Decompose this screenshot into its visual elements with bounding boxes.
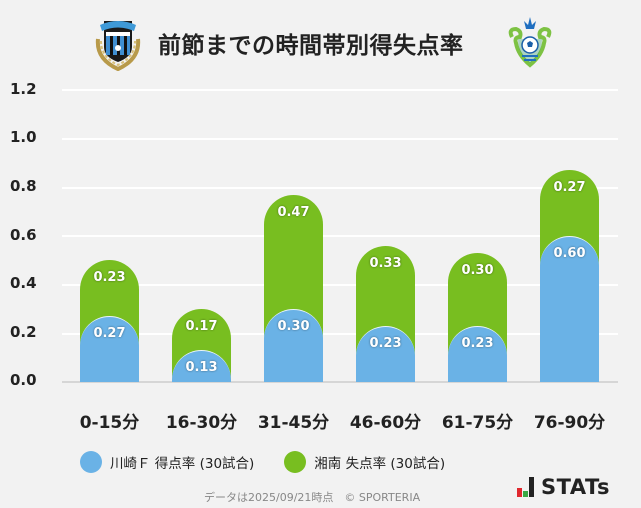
bar-value-label: 0.23 [461, 336, 494, 352]
bar-value-label: 0.23 [93, 270, 126, 286]
bar-segment-kawasaki [448, 326, 507, 382]
legend-marker-blue [80, 451, 102, 473]
bar-segment-kawasaki [540, 236, 599, 382]
chart-header: 前節までの時間帯別得失点率 [0, 0, 641, 78]
legend-label: 川崎Ｆ 得点率 (30試合) [110, 456, 255, 472]
y-tick-label: 0.6 [10, 226, 37, 244]
chart-plot-area: 1.2 1.0 0.8 0.6 0.4 0.2 0.0 0.23 0.27 0.17… [10, 80, 618, 389]
y-tick-label: 1.2 [10, 80, 37, 98]
x-tick-label: 46-60分 [349, 413, 422, 433]
data-source-note: データは2025/09/21時点 © SPORTERIA [204, 491, 421, 504]
gridline [62, 187, 618, 189]
legend-item-kawasaki[interactable]: 川崎Ｆ 得点率 (30試合) [80, 451, 254, 473]
x-tick-label: 61-75分 [441, 413, 514, 433]
gridline [62, 333, 618, 335]
gridline [62, 89, 618, 91]
bar-value-label: 0.47 [277, 204, 310, 220]
gridline [62, 138, 618, 140]
gridline [62, 235, 618, 237]
legend-item-shonan[interactable]: 湘南 失点率 (30試合) [284, 451, 445, 473]
bar-value-label: 0.27 [93, 326, 126, 342]
bar-value-label: 0.30 [277, 319, 310, 334]
legend: 川崎Ｆ 得点率 (30試合) 湘南 失点率 (30試合) [80, 450, 475, 474]
bar-value-label: 0.17 [185, 319, 218, 334]
stats-brand-logo: STATs [517, 475, 610, 499]
y-tick-label: 0.8 [10, 177, 37, 195]
x-tick-label: 16-30分 [165, 413, 238, 433]
bar-segment-kawasaki [80, 316, 139, 382]
y-tick-label: 0.2 [10, 323, 37, 341]
bar-segment-kawasaki [356, 326, 415, 382]
bar-value-label: 0.30 [461, 263, 494, 279]
bar-value-label: 0.33 [369, 255, 402, 271]
bar-value-label: 0.60 [553, 246, 586, 262]
bar-value-label: 0.27 [553, 180, 586, 196]
y-tick-label: 0.4 [10, 274, 37, 292]
y-tick-label: 1.0 [10, 128, 37, 146]
x-tick-label: 31-45分 [257, 413, 330, 433]
stats-brand-text: STATs [541, 475, 610, 499]
x-tick-label: 76-90分 [533, 413, 606, 433]
legend-marker-green [284, 451, 307, 473]
kawasaki-frontale-logo-icon [92, 15, 144, 72]
bar-value-label: 0.23 [369, 336, 402, 352]
bar-segment-kawasaki [264, 309, 323, 382]
bar-value-label: 0.13 [185, 360, 218, 376]
stats-bar-icon [517, 477, 535, 497]
y-tick-label: 0.0 [10, 371, 37, 389]
shonan-bellmare-logo-icon [504, 15, 556, 71]
x-axis-baseline [62, 381, 618, 383]
x-tick-label: 0-15分 [79, 413, 140, 433]
gridline [62, 284, 618, 286]
chart-title: 前節までの時間帯別得失点率 [158, 33, 464, 59]
legend-label: 湘南 失点率 (30試合) [314, 456, 446, 472]
